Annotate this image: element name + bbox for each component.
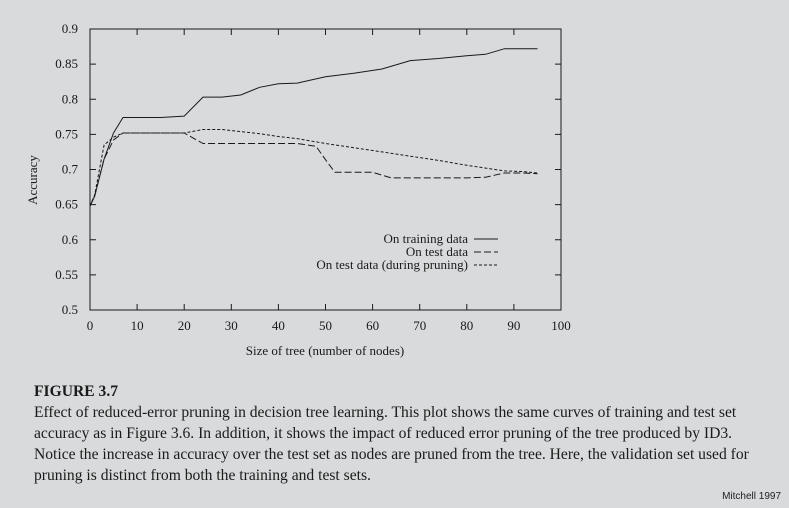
x-tick-label: 20 bbox=[178, 318, 191, 333]
x-tick-label: 40 bbox=[272, 318, 285, 333]
y-axis-label: Accuracy bbox=[25, 155, 40, 205]
x-axis: 0 10 20 30 40 50 60 70 80 90 100 bbox=[87, 29, 571, 333]
x-tick-label: 10 bbox=[131, 318, 144, 333]
x-tick-label: 80 bbox=[460, 318, 473, 333]
y-tick-label: 0.9 bbox=[62, 21, 78, 36]
y-tick-label: 0.65 bbox=[55, 197, 78, 212]
legend-label: On training data bbox=[384, 231, 469, 246]
legend-label: On test data (during pruning) bbox=[316, 257, 468, 272]
x-tick-label: 100 bbox=[551, 318, 571, 333]
figure-caption: FIGURE 3.7 Effect of reduced-error pruni… bbox=[34, 381, 769, 486]
y-tick-label: 0.6 bbox=[62, 232, 79, 247]
y-tick-label: 0.75 bbox=[55, 126, 78, 141]
caption-text: Effect of reduced-error pruning in decis… bbox=[34, 404, 749, 484]
legend-label: On test data bbox=[406, 244, 468, 259]
series-line-dotted bbox=[89, 129, 538, 207]
series-lines bbox=[89, 48, 538, 207]
y-axis: 0.5 0.55 0.6 0.65 0.7 0.75 0.8 0.85 0.9 bbox=[55, 21, 561, 317]
figure-label: FIGURE 3.7 bbox=[34, 383, 119, 400]
y-tick-label: 0.8 bbox=[62, 91, 78, 106]
x-tick-label: 50 bbox=[319, 318, 332, 333]
y-tick-label: 0.7 bbox=[62, 162, 79, 177]
x-tick-label: 60 bbox=[366, 318, 379, 333]
series-line-dashed bbox=[89, 132, 538, 207]
source-credit: Mitchell 1997 bbox=[722, 491, 781, 502]
x-tick-label: 70 bbox=[413, 318, 426, 333]
x-tick-label: 90 bbox=[507, 318, 520, 333]
y-tick-label: 0.85 bbox=[55, 56, 78, 71]
y-tick-label: 0.5 bbox=[62, 302, 78, 317]
x-tick-label: 30 bbox=[225, 318, 238, 333]
x-axis-label: Size of tree (number of nodes) bbox=[246, 343, 404, 358]
y-tick-label: 0.55 bbox=[55, 267, 78, 282]
accuracy-chart: 0 10 20 30 40 50 60 70 80 90 100 0.5 0.55 0.6 0.65 0.7… bbox=[25, 21, 571, 358]
series-line-solid bbox=[89, 48, 538, 207]
x-tick-label: 0 bbox=[87, 318, 94, 333]
